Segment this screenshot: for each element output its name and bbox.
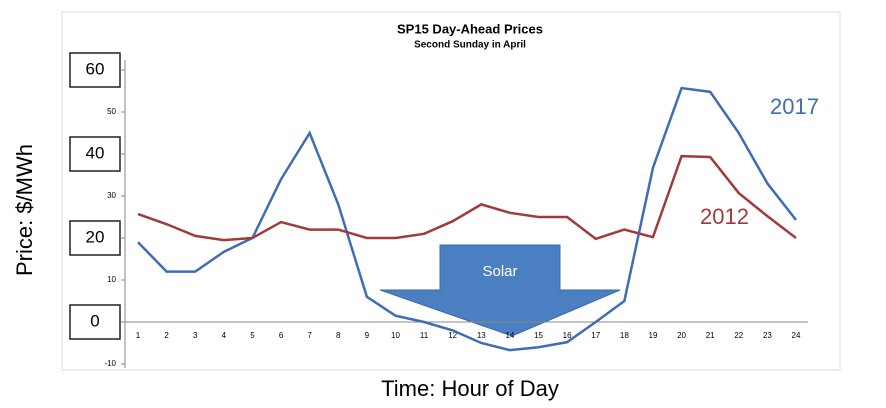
x-tick-label: 18 [620,331,629,340]
x-tick-label: 16 [563,331,572,340]
x-axis-title: Time: Hour of Day [381,376,559,401]
x-tick-label: 8 [336,331,341,340]
x-tick-label: 1 [136,331,141,340]
y-tick-label: 0 [90,311,99,330]
y-tick-box [69,136,121,172]
y-tick-label: 40 [86,143,105,162]
series-label: 2012 [700,204,749,229]
x-tick-label: 5 [250,331,255,340]
y-tick-label: -10 [104,359,116,368]
x-tick-label: 19 [649,331,658,340]
x-tick-label: 12 [448,331,457,340]
x-tick-label: 6 [279,331,284,340]
y-tick-label: 60 [86,59,105,78]
series-label: 2017 [770,94,819,119]
y-tick-box [69,220,121,256]
y-tick-label: 20 [86,227,105,246]
y-tick-box [69,52,121,88]
x-tick-label: 21 [706,331,715,340]
chart-frame [61,11,841,371]
x-tick-label: 13 [477,331,486,340]
x-tick-label: 3 [193,331,198,340]
y-tick-label: 10 [107,275,116,284]
x-tick-label: 2 [164,331,169,340]
annotation: Solar [482,263,517,280]
x-tick-label: 22 [734,331,743,340]
x-tick-label: 9 [365,331,370,340]
x-tick-label: 24 [792,331,801,340]
x-tick-label: 7 [307,331,312,340]
series-line [137,154,797,242]
x-tick-label: 11 [420,331,429,340]
y-tick-label: 30 [107,191,116,200]
solar-arrow [379,244,621,337]
x-tick-label: 15 [534,331,543,340]
x-tick-label: 4 [222,331,227,340]
x-tick-label: 10 [391,331,400,340]
chart-title: SP15 Day-Ahead Prices [397,21,543,36]
y-tick-label: 50 [107,107,116,116]
y-axis-title: Price: $/MWh [12,144,37,276]
x-tick-label: 17 [591,331,600,340]
x-tick-label: 23 [763,331,772,340]
series-line [137,86,797,352]
x-tick-label: 14 [505,331,514,340]
x-tick-label: 20 [677,331,686,340]
y-tick-box [69,304,121,340]
chart-subtitle: Second Sunday in April [414,40,526,51]
